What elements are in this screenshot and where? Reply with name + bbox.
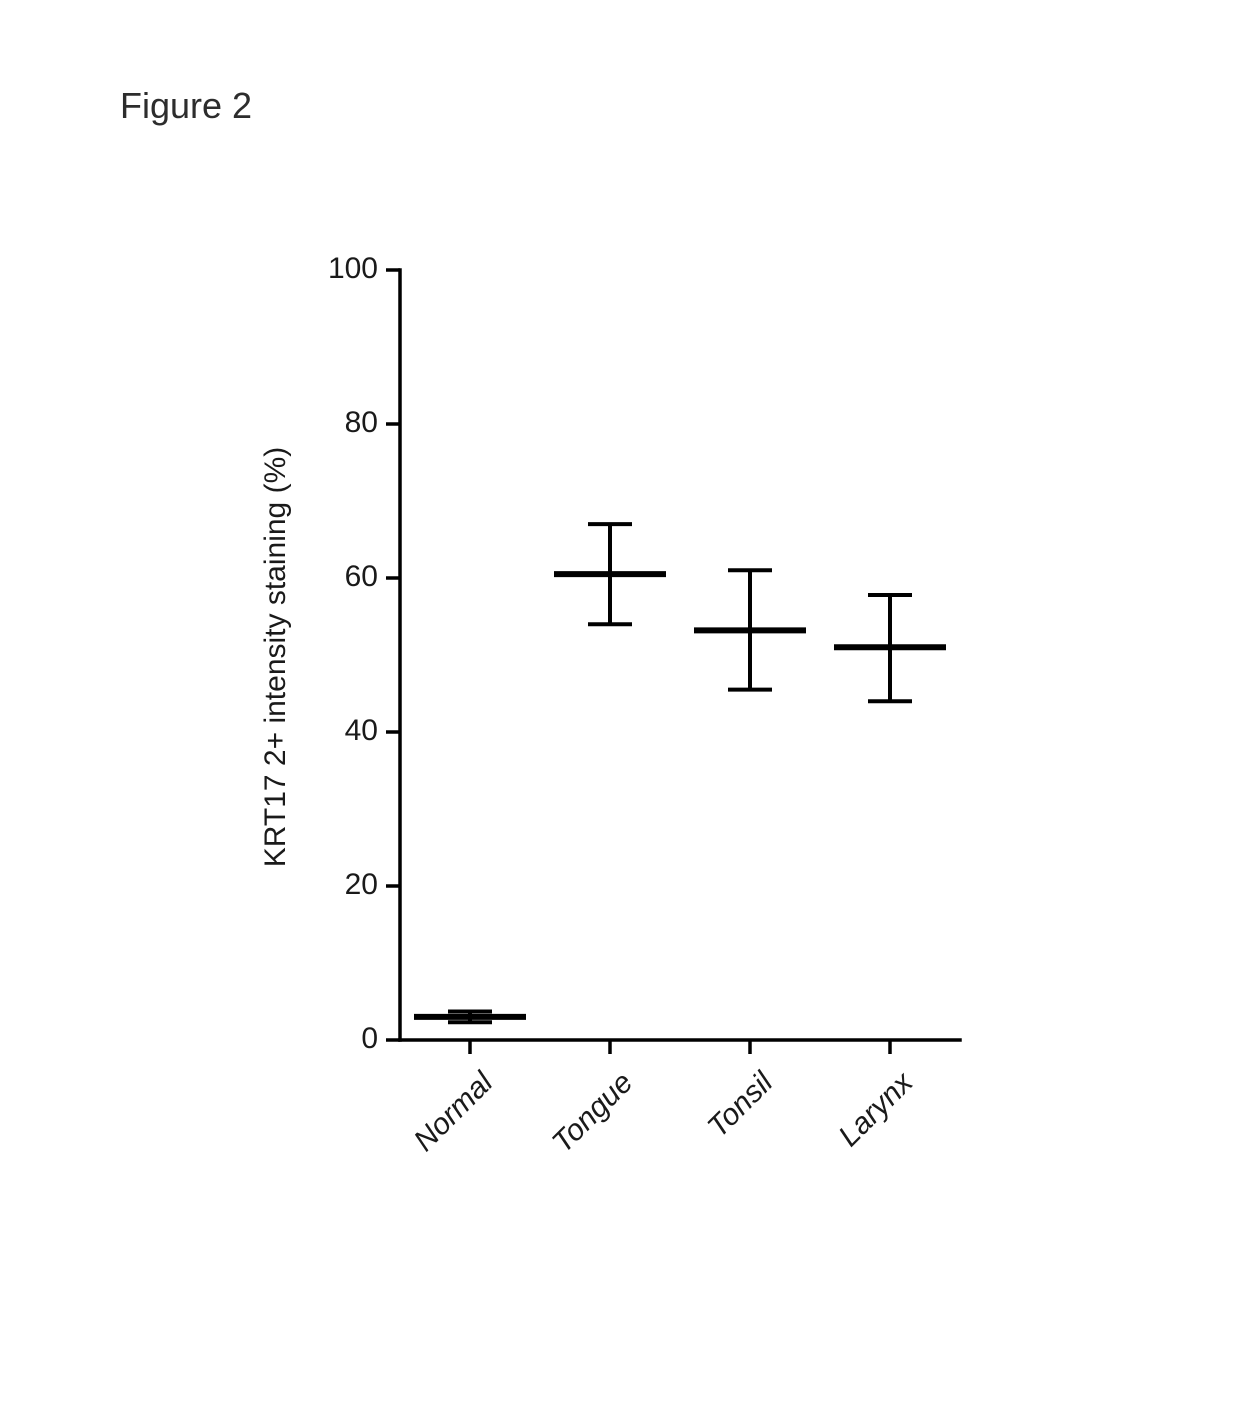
y-tick-label: 100 — [298, 252, 378, 286]
y-tick-label: 20 — [298, 868, 378, 902]
chart-container: KRT17 2+ intensity staining (%) 02040608… — [270, 230, 1030, 1250]
y-tick-label: 80 — [298, 406, 378, 440]
page: Figure 2 KRT17 2+ intensity staining (%)… — [0, 0, 1240, 1415]
y-axis-label: KRT17 2+ intensity staining (%) — [259, 397, 293, 917]
figure-title: Figure 2 — [120, 85, 252, 127]
y-tick-label: 0 — [298, 1022, 378, 1056]
y-tick-label: 60 — [298, 560, 378, 594]
chart-svg — [270, 230, 1030, 1250]
y-tick-label: 40 — [298, 714, 378, 748]
